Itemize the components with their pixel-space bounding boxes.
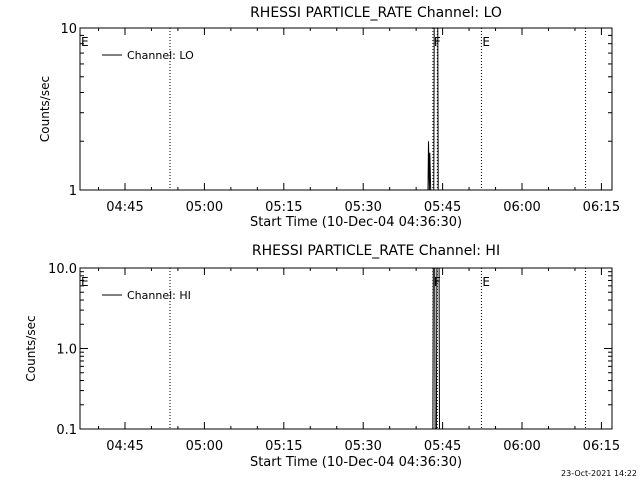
plot-frame — [79, 27, 613, 191]
event-marker-label: F — [434, 275, 441, 289]
x-tick-label: 05:30 — [344, 200, 381, 215]
event-marker-label: E — [482, 35, 490, 49]
x-tick-label: 06:15 — [583, 200, 620, 215]
legend-entry: Channel: LO — [127, 49, 194, 62]
x-tick-label: 06:00 — [503, 200, 540, 215]
event-marker-label: E — [81, 35, 89, 49]
y-tick-label: 1 — [69, 184, 77, 199]
y-tick-label: 10 — [60, 22, 77, 37]
x-tick-label: 05:45 — [424, 200, 461, 215]
x-tick-label: 05:15 — [265, 439, 302, 454]
x-axis-label: Start Time (10-Dec-04 04:36:30) — [250, 215, 462, 230]
x-tick-label: 04:45 — [106, 200, 143, 215]
x-tick-label: 05:15 — [265, 200, 302, 215]
y-tick-label: 1.0 — [56, 343, 77, 358]
x-tick-label: 05:45 — [424, 439, 461, 454]
x-tick-label: 06:15 — [583, 439, 620, 454]
x-tick-label: 06:00 — [503, 439, 540, 454]
y-axis-label: Counts/sec — [38, 76, 52, 142]
chart-panel-hi: RHESSI PARTICLE_RATE Channel: HI 04:45 05:… — [24, 243, 620, 470]
chart-title: RHESSI PARTICLE_RATE Channel: LO — [250, 5, 502, 21]
x-tick-label: 04:45 — [106, 439, 143, 454]
data-series-line — [432, 267, 440, 430]
x-axis-label: Start Time (10-Dec-04 04:36:30) — [250, 455, 462, 470]
legend-entry: Channel: HI — [127, 289, 191, 302]
x-tick-label: 05:00 — [186, 200, 223, 215]
data-series-line — [427, 27, 439, 191]
chart-title: RHESSI PARTICLE_RATE Channel: HI — [252, 243, 500, 259]
event-marker-label: E — [482, 275, 490, 289]
chart-panel-lo: RHESSI PARTICLE_RATE Channel: LO 04:45 05:… — [38, 5, 620, 230]
y-tick-label: 10.0 — [48, 262, 77, 277]
event-marker-label: E — [81, 275, 89, 289]
y-tick-label: 0.1 — [56, 423, 77, 438]
generation-timestamp: 23-Oct-2021 14:22 — [561, 469, 637, 478]
y-axis-label: Counts/sec — [24, 315, 38, 381]
x-tick-label: 05:30 — [344, 439, 381, 454]
x-tick-label: 05:00 — [186, 439, 223, 454]
